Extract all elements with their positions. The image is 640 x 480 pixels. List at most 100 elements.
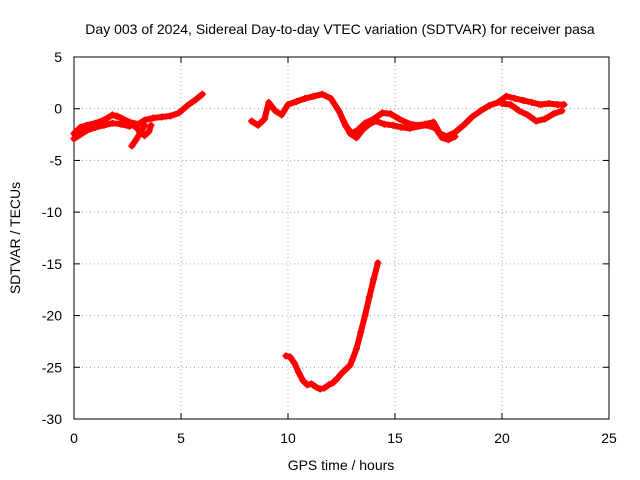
- data-point: [545, 100, 553, 108]
- data-point: [83, 126, 91, 134]
- data-point: [511, 94, 519, 102]
- data-point: [395, 115, 403, 123]
- data-point: [260, 115, 268, 123]
- data-point: [365, 120, 373, 128]
- data-point: [109, 119, 117, 127]
- data-point: [477, 107, 485, 115]
- data-point: [346, 361, 354, 369]
- data-point: [445, 136, 452, 144]
- x-tick-label: 25: [601, 430, 617, 446]
- data-point: [528, 99, 536, 107]
- data-point: [515, 107, 523, 115]
- data-point: [459, 121, 467, 129]
- data-point: [549, 110, 557, 118]
- data-point: [265, 99, 273, 107]
- data-point: [532, 117, 540, 125]
- data-point: [141, 132, 149, 140]
- series-track-2-band: [340, 117, 459, 144]
- x-tick-label: 20: [494, 430, 510, 446]
- data-point: [158, 113, 166, 121]
- y-tick-label: -5: [50, 152, 63, 168]
- data-point: [346, 130, 354, 138]
- data-point: [132, 136, 140, 144]
- data-point: [175, 109, 183, 117]
- series-line: [128, 122, 148, 149]
- data-point: [387, 110, 395, 118]
- data-point: [423, 121, 431, 129]
- data-point: [359, 125, 367, 133]
- data-point: [91, 123, 99, 131]
- data-point: [389, 121, 397, 129]
- y-tick-label: -30: [42, 411, 62, 427]
- data-point: [560, 101, 568, 109]
- data-point: [278, 111, 286, 119]
- data-point: [192, 95, 200, 103]
- data-point: [166, 112, 174, 120]
- y-tick-label: 5: [54, 49, 62, 65]
- data-point: [113, 112, 121, 120]
- data-point: [406, 124, 414, 132]
- data-point: [119, 115, 127, 123]
- axis-ticks: 0 5 10 15 20 25 -30 -25 -20 -15 -10 -5 0 5: [42, 49, 617, 446]
- data-point: [76, 123, 84, 131]
- data-point: [451, 133, 459, 141]
- data-point: [310, 92, 318, 100]
- data-point: [286, 353, 294, 361]
- data-point: [290, 359, 298, 367]
- series-track-2-loop: [498, 100, 566, 125]
- data-point: [329, 379, 337, 387]
- data-point: [70, 135, 78, 143]
- data-point: [342, 365, 350, 373]
- data-point: [128, 142, 136, 150]
- data-point: [415, 122, 423, 130]
- data-point: [301, 94, 309, 102]
- data-point: [524, 111, 532, 119]
- data-point: [284, 101, 292, 109]
- data-point: [295, 368, 303, 376]
- x-axis-label: GPS time / hours: [288, 457, 395, 473]
- data-point: [537, 101, 545, 109]
- data-point: [338, 369, 345, 377]
- series-line: [499, 100, 565, 125]
- data-point: [333, 375, 341, 383]
- data-point: [397, 123, 405, 131]
- data-point: [519, 96, 527, 104]
- data-point: [293, 97, 301, 105]
- data-point: [340, 117, 348, 125]
- data-point: [303, 381, 311, 389]
- data-point: [372, 117, 380, 125]
- data-point: [438, 134, 446, 142]
- series-main-track-2: [248, 90, 568, 141]
- chart-title: Day 003 of 2024, Sidereal Day-to-day VTE…: [85, 21, 595, 37]
- series-line: [282, 259, 381, 392]
- data-point: [380, 120, 388, 128]
- data-point: [145, 127, 153, 135]
- data-point: [370, 275, 378, 283]
- data-point: [485, 102, 493, 110]
- data-series: [70, 90, 568, 393]
- x-tick-label: 0: [70, 430, 78, 446]
- data-point: [352, 345, 360, 353]
- data-point: [327, 94, 335, 102]
- data-point: [316, 385, 324, 393]
- data-point: [132, 123, 140, 131]
- data-point: [374, 259, 382, 267]
- data-point: [357, 328, 365, 336]
- data-point: [558, 107, 566, 115]
- data-point: [378, 109, 386, 117]
- series-track-1-drop: [128, 121, 149, 150]
- data-point: [147, 121, 155, 129]
- x-tick-label: 5: [177, 430, 185, 446]
- data-point: [299, 377, 307, 385]
- data-point: [365, 293, 373, 301]
- data-point: [136, 129, 144, 137]
- data-point: [100, 121, 108, 129]
- data-point: [335, 108, 343, 116]
- plot-frame: [73, 56, 610, 420]
- data-point: [554, 101, 562, 109]
- data-point: [432, 124, 440, 132]
- data-point: [325, 381, 333, 389]
- y-tick-label: -15: [42, 256, 62, 272]
- x-tick-label: 10: [280, 430, 296, 446]
